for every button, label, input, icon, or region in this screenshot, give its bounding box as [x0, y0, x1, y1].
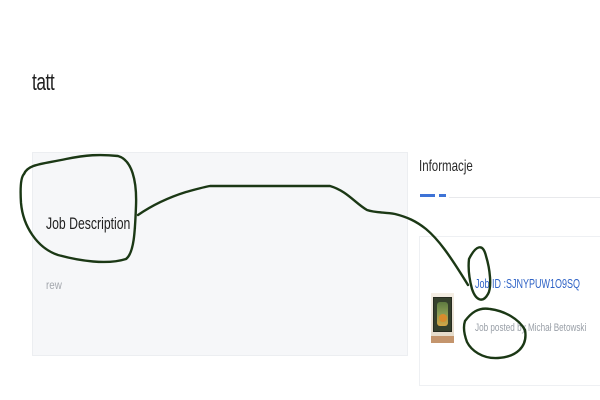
info-panel-divider [449, 197, 600, 198]
info-tab-indicator [420, 194, 446, 197]
thumbnail-frame [433, 297, 452, 332]
job-description-card [32, 152, 408, 356]
job-description-text: rew [46, 278, 62, 292]
thumbnail-base [431, 336, 454, 343]
indicator-segment-primary [420, 194, 435, 197]
job-description-heading: Job Description : [46, 214, 138, 233]
info-panel-heading: Informacje [419, 158, 473, 175]
page-title: tatt [32, 69, 55, 96]
company-logo-image [431, 293, 454, 343]
job-id-link[interactable]: Job ID :SJNYPUW1O9SQ [475, 277, 581, 291]
job-posted-by-text: Job posted by Michał Betowski [475, 322, 587, 334]
indicator-segment-secondary [439, 194, 446, 197]
